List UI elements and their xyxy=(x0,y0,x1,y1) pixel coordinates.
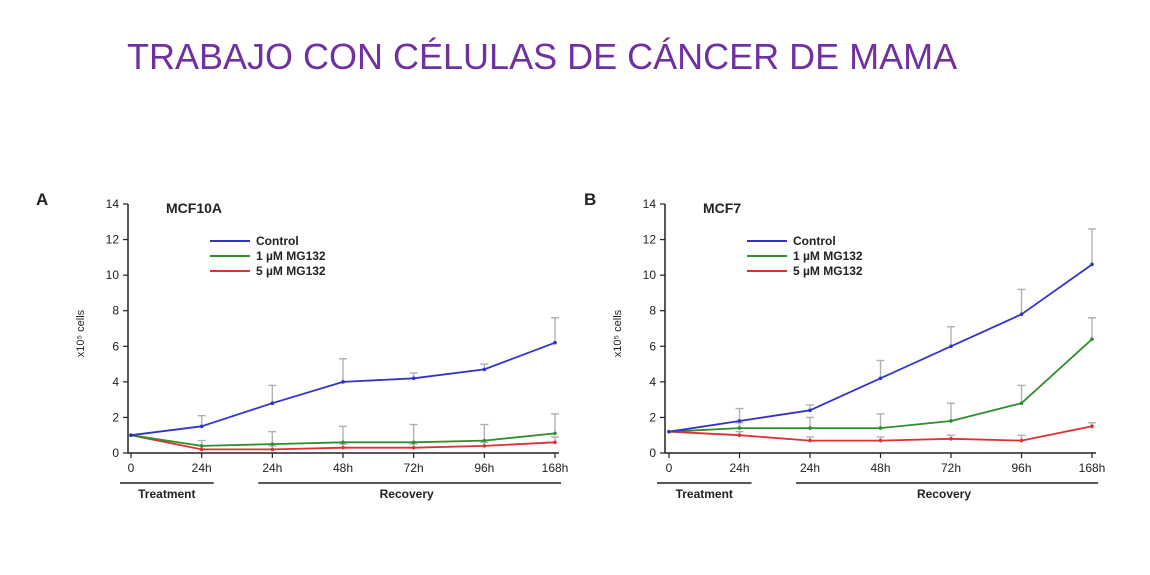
data-point xyxy=(737,433,742,438)
data-point xyxy=(411,440,416,445)
data-point xyxy=(199,447,204,452)
x-tick-label: 24h xyxy=(262,461,282,475)
y-axis-label: x10⁵ cells xyxy=(612,309,624,357)
series-line-0 xyxy=(130,341,556,437)
y-tick-label: 8 xyxy=(649,304,656,318)
y-tick-label: 8 xyxy=(112,304,119,318)
y-tick-label: 10 xyxy=(643,268,657,282)
x-tick-label: 48h xyxy=(870,461,890,475)
legend-entry: 1 µM MG132 xyxy=(256,249,326,263)
data-point xyxy=(949,419,953,423)
y-tick-label: 2 xyxy=(112,410,119,424)
y-tick-label: 12 xyxy=(643,233,657,247)
data-point xyxy=(270,447,275,452)
panel-label: B xyxy=(584,190,596,209)
x-tick-label: 24h xyxy=(800,461,820,475)
legend-entry: Control xyxy=(256,234,299,248)
data-point xyxy=(199,424,204,429)
y-tick-label: 0 xyxy=(112,446,119,460)
legend-entry: Control xyxy=(793,234,836,248)
data-point xyxy=(808,408,812,413)
data-point xyxy=(270,401,275,406)
x-tick-label: 96h xyxy=(1011,461,1031,475)
data-point xyxy=(553,431,557,436)
x-tick-label: 0 xyxy=(666,461,673,475)
x-tick-label: 24h xyxy=(729,461,749,475)
chart-title: MCF10A xyxy=(166,200,222,216)
data-point xyxy=(411,376,416,381)
recovery-label: Recovery xyxy=(917,487,971,501)
data-point xyxy=(878,376,883,381)
data-point xyxy=(411,445,416,450)
data-point xyxy=(808,426,812,430)
treatment-label: Treatment xyxy=(676,487,733,501)
data-point xyxy=(1019,401,1024,406)
series-line-0 xyxy=(668,263,1093,433)
data-point xyxy=(129,433,133,438)
recovery-label: Recovery xyxy=(380,487,434,501)
data-point xyxy=(1090,424,1094,429)
y-tick-label: 6 xyxy=(112,339,119,353)
data-point xyxy=(553,440,557,445)
y-tick-label: 10 xyxy=(106,268,120,282)
y-tick-label: 4 xyxy=(649,375,656,389)
data-point xyxy=(482,444,487,448)
data-point xyxy=(808,438,812,443)
y-tick-label: 2 xyxy=(649,410,656,424)
legend-entry: 1 µM MG132 xyxy=(793,249,863,263)
y-tick-label: 6 xyxy=(649,339,656,353)
slide-title: TRABAJO CON CÉLULAS DE CÁNCER DE MAMA xyxy=(127,36,958,77)
data-point xyxy=(341,380,345,384)
x-tick-label: 168h xyxy=(542,461,569,475)
x-tick-label: 72h xyxy=(941,461,961,475)
data-point xyxy=(1019,312,1024,317)
x-tick-label: 72h xyxy=(404,461,424,475)
panel-label: A xyxy=(36,190,48,209)
chart-panel-b: B MCF7 0 2 4 6 8 10 12 14 x10⁵ cells 0 24h 24h 48h 72h 9… xyxy=(584,190,1105,501)
x-tick-label: 24h xyxy=(192,461,212,475)
data-point xyxy=(1090,262,1094,267)
data-point xyxy=(553,340,557,345)
chart-title: MCF7 xyxy=(703,200,741,216)
data-point xyxy=(878,426,883,430)
treatment-label: Treatment xyxy=(138,487,195,501)
x-tick-label: 96h xyxy=(474,461,494,475)
data-point xyxy=(737,426,742,430)
data-point xyxy=(199,444,204,448)
x-tick-label: 168h xyxy=(1079,461,1106,475)
y-tick-label: 12 xyxy=(106,233,120,247)
data-point xyxy=(341,440,345,445)
chart-panel-a: A MCF10A 0 2 4 6 8 10 12 14 x10⁵ cells 0 24h 24h 48h 72… xyxy=(36,190,568,501)
y-axis-label: x10⁵ cells xyxy=(75,309,87,357)
data-point xyxy=(270,442,275,446)
data-point xyxy=(1019,438,1024,443)
x-tick-label: 0 xyxy=(128,461,135,475)
data-point xyxy=(1090,337,1094,341)
legend-entry: 5 µM MG132 xyxy=(793,264,863,278)
data-point xyxy=(737,419,742,423)
y-tick-label: 4 xyxy=(112,375,119,389)
data-point xyxy=(949,436,953,441)
data-point xyxy=(878,438,883,443)
y-tick-label: 0 xyxy=(649,446,656,460)
data-point xyxy=(949,344,953,349)
x-tick-label: 48h xyxy=(333,461,353,475)
data-point xyxy=(482,438,487,443)
y-tick-label: 14 xyxy=(643,197,657,211)
data-point xyxy=(341,445,345,450)
data-point xyxy=(482,367,487,372)
legend-entry: 5 µM MG132 xyxy=(256,264,326,278)
data-point xyxy=(667,429,671,434)
y-tick-label: 14 xyxy=(106,197,120,211)
